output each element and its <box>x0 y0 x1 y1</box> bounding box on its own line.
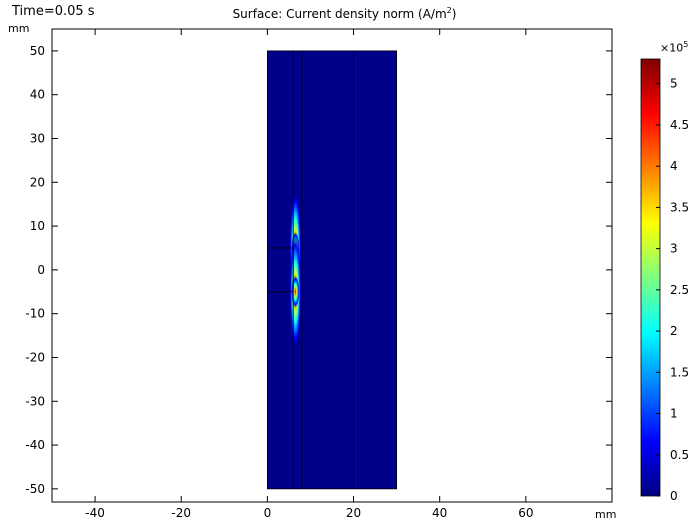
colorbar: 5 4.5 4 3.5 3 2.5 2 1.5 1 0.5 0 <box>640 58 689 503</box>
colorbar-tick-label: 0.5 <box>670 448 689 462</box>
x-tick-label: -20 <box>171 506 191 520</box>
x-tick-label: 60 <box>518 506 533 520</box>
hotspots <box>289 189 302 350</box>
plot-title-text: Surface: Current density norm (A/m <box>232 7 447 21</box>
colorbar-tick-label: 2 <box>670 324 678 338</box>
y-tick-label: -10 <box>25 307 45 321</box>
plot-title-suffix: ) <box>451 7 457 21</box>
x-tick-label: -40 <box>85 506 105 520</box>
plot-title: Surface: Current density norm (A/m2) <box>150 6 539 21</box>
colorbar-tick-label: 4 <box>670 159 678 173</box>
plot-title-exponent: 2 <box>446 6 452 15</box>
y-tick-label: 0 <box>37 263 45 277</box>
colorbar-tick-label: 2.5 <box>670 283 689 297</box>
colorbar-tick-label: 5 <box>670 77 678 91</box>
colorbar-multiplier-base: ×10 <box>660 41 684 55</box>
domain-fill <box>267 50 397 489</box>
x-tick-label: 40 <box>432 506 447 520</box>
page-time-label: Time=0.05 s <box>12 4 95 19</box>
y-tick-label: 30 <box>30 131 45 145</box>
y-tick-label: 10 <box>30 219 45 233</box>
y-tick-label: -50 <box>25 482 45 496</box>
colorbar-tick-label: 4.5 <box>670 118 689 132</box>
colorbar-tick-label: 3.5 <box>670 200 689 214</box>
y-tick-label: 50 <box>30 44 45 58</box>
x-axis-unit: mm <box>595 508 617 521</box>
colorbar-multiplier: ×105 <box>660 40 688 55</box>
colorbar-tick-label: 3 <box>670 242 678 256</box>
colorbar-gradient <box>640 58 661 497</box>
y-tick-label: -20 <box>25 350 45 364</box>
domain-surface <box>266 50 398 490</box>
x-tick-label: 20 <box>346 506 361 520</box>
colorbar-multiplier-exponent: 5 <box>683 40 689 49</box>
plot-frame <box>51 28 613 503</box>
y-tick-label: -30 <box>25 394 45 408</box>
x-tick-label: 0 <box>264 506 272 520</box>
axis-ticks: -40 -20 0 20 40 60 50 40 30 20 10 0 -10 -20 -30 -40 -50 <box>25 29 612 520</box>
y-axis-unit: mm <box>8 22 30 35</box>
colorbar-tick-label: 1 <box>670 407 678 421</box>
y-tick-label: 40 <box>30 88 45 102</box>
y-tick-label: -40 <box>25 438 45 452</box>
inner-box <box>266 247 294 293</box>
colorbar-tick-label: 1.5 <box>670 365 689 379</box>
colorbar-tick-label: 0 <box>670 489 678 503</box>
y-tick-label: 20 <box>30 175 45 189</box>
